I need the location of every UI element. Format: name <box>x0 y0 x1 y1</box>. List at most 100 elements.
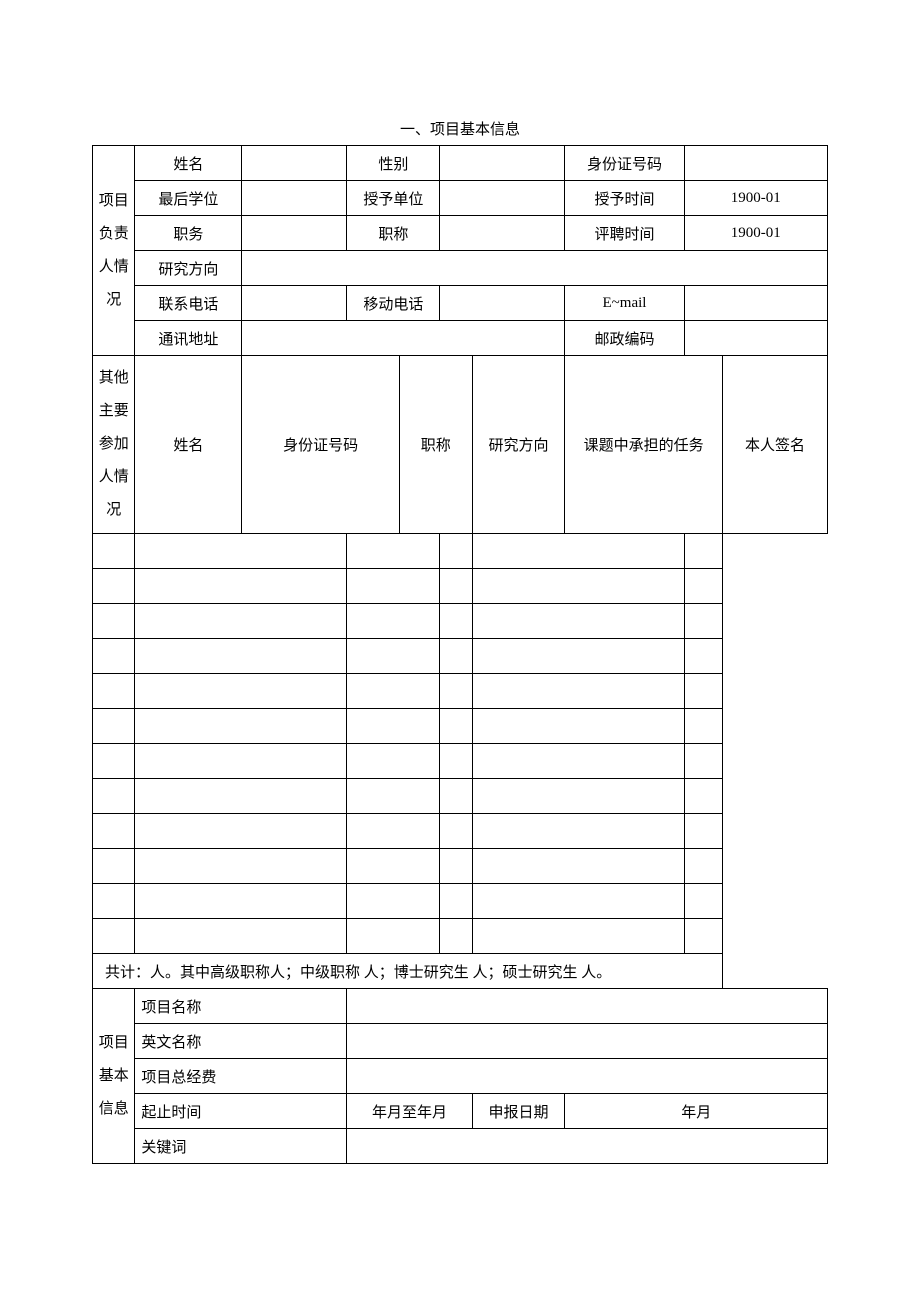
table-row <box>135 534 347 569</box>
mobile-label: 移动电话 <box>347 286 440 321</box>
col-name: 姓名 <box>135 356 242 534</box>
col-title: 职称 <box>399 356 472 534</box>
table-row <box>135 639 347 674</box>
table-row <box>684 674 722 709</box>
duration-label: 起止时间 <box>135 1094 347 1129</box>
table-row <box>347 779 440 814</box>
table-row <box>93 779 135 814</box>
table-row <box>472 604 684 639</box>
appoint-time-label: 评聘时间 <box>565 216 684 251</box>
table-row <box>472 569 684 604</box>
total-fund-label: 项目总经费 <box>135 1059 347 1094</box>
table-row <box>440 639 472 674</box>
phone-value <box>242 286 347 321</box>
table-row <box>472 639 684 674</box>
section2-label: 其他主要参加人情况 <box>93 356 135 534</box>
email-label: E~mail <box>565 286 684 321</box>
table-row <box>93 814 135 849</box>
keywords-value <box>347 1129 828 1164</box>
table-row <box>135 919 347 954</box>
table-row <box>684 779 722 814</box>
section3-label: 项目基本信息 <box>93 989 135 1164</box>
degree-label: 最后学位 <box>135 181 242 216</box>
table-row <box>472 849 684 884</box>
table-row <box>440 674 472 709</box>
apply-date-value: 年月 <box>565 1094 828 1129</box>
duration-value: 年月至年月 <box>347 1094 472 1129</box>
table-row <box>684 814 722 849</box>
table-row <box>684 849 722 884</box>
gender-label: 性别 <box>347 146 440 181</box>
table-row <box>440 814 472 849</box>
table-row <box>472 919 684 954</box>
table-row <box>93 709 135 744</box>
table-row <box>440 884 472 919</box>
table-row <box>440 779 472 814</box>
email-value <box>684 286 827 321</box>
research-label: 研究方向 <box>135 251 242 286</box>
col-sign: 本人签名 <box>722 356 827 534</box>
table-row <box>135 884 347 919</box>
table-row <box>684 569 722 604</box>
table-row <box>135 569 347 604</box>
en-name-label: 英文名称 <box>135 1024 347 1059</box>
table-row <box>472 709 684 744</box>
page-title: 一、项目基本信息 <box>92 118 828 139</box>
table-row <box>440 849 472 884</box>
table-row <box>93 604 135 639</box>
id-value <box>684 146 827 181</box>
table-row <box>347 709 440 744</box>
grant-unit-label: 授予单位 <box>347 181 440 216</box>
table-row <box>93 919 135 954</box>
name-value <box>242 146 347 181</box>
table-row <box>135 604 347 639</box>
table-row <box>347 534 440 569</box>
grant-unit-value <box>440 181 565 216</box>
phone-label: 联系电话 <box>135 286 242 321</box>
proj-name-label: 项目名称 <box>135 989 347 1024</box>
table-row <box>472 814 684 849</box>
table-row <box>347 639 440 674</box>
table-row <box>93 639 135 674</box>
table-row <box>135 814 347 849</box>
table-row <box>347 814 440 849</box>
table-row <box>684 604 722 639</box>
col-task: 课题中承担的任务 <box>565 356 722 534</box>
table-row <box>347 744 440 779</box>
table-row <box>472 674 684 709</box>
table-row <box>347 884 440 919</box>
mobile-value <box>440 286 565 321</box>
table-row <box>472 534 684 569</box>
en-name-value <box>347 1024 828 1059</box>
table-row <box>93 569 135 604</box>
degree-value <box>242 181 347 216</box>
table-row <box>684 534 722 569</box>
title-value <box>440 216 565 251</box>
table-row <box>472 744 684 779</box>
table-row <box>440 919 472 954</box>
postcode-value <box>684 321 827 356</box>
table-row <box>347 569 440 604</box>
table-row <box>440 744 472 779</box>
total-fund-value <box>347 1059 828 1094</box>
table-row <box>135 744 347 779</box>
address-value <box>242 321 565 356</box>
table-row <box>135 709 347 744</box>
table-row <box>684 744 722 779</box>
keywords-label: 关键词 <box>135 1129 347 1164</box>
table-row <box>684 919 722 954</box>
table-row <box>135 674 347 709</box>
grant-time-label: 授予时间 <box>565 181 684 216</box>
table-row <box>347 674 440 709</box>
section1-label: 项目负责人情况 <box>93 146 135 356</box>
research-value <box>242 251 828 286</box>
table-row <box>684 709 722 744</box>
postcode-label: 邮政编码 <box>565 321 684 356</box>
title-label: 职称 <box>347 216 440 251</box>
summary-text: 共计：人。其中高级职称人；中级职称 人；博士研究生 人；硕士研究生 人。 <box>93 954 723 989</box>
appoint-time-value: 1900-01 <box>684 216 827 251</box>
table-row <box>93 674 135 709</box>
grant-time-value: 1900-01 <box>684 181 827 216</box>
id-label: 身份证号码 <box>565 146 684 181</box>
table-row <box>93 744 135 779</box>
